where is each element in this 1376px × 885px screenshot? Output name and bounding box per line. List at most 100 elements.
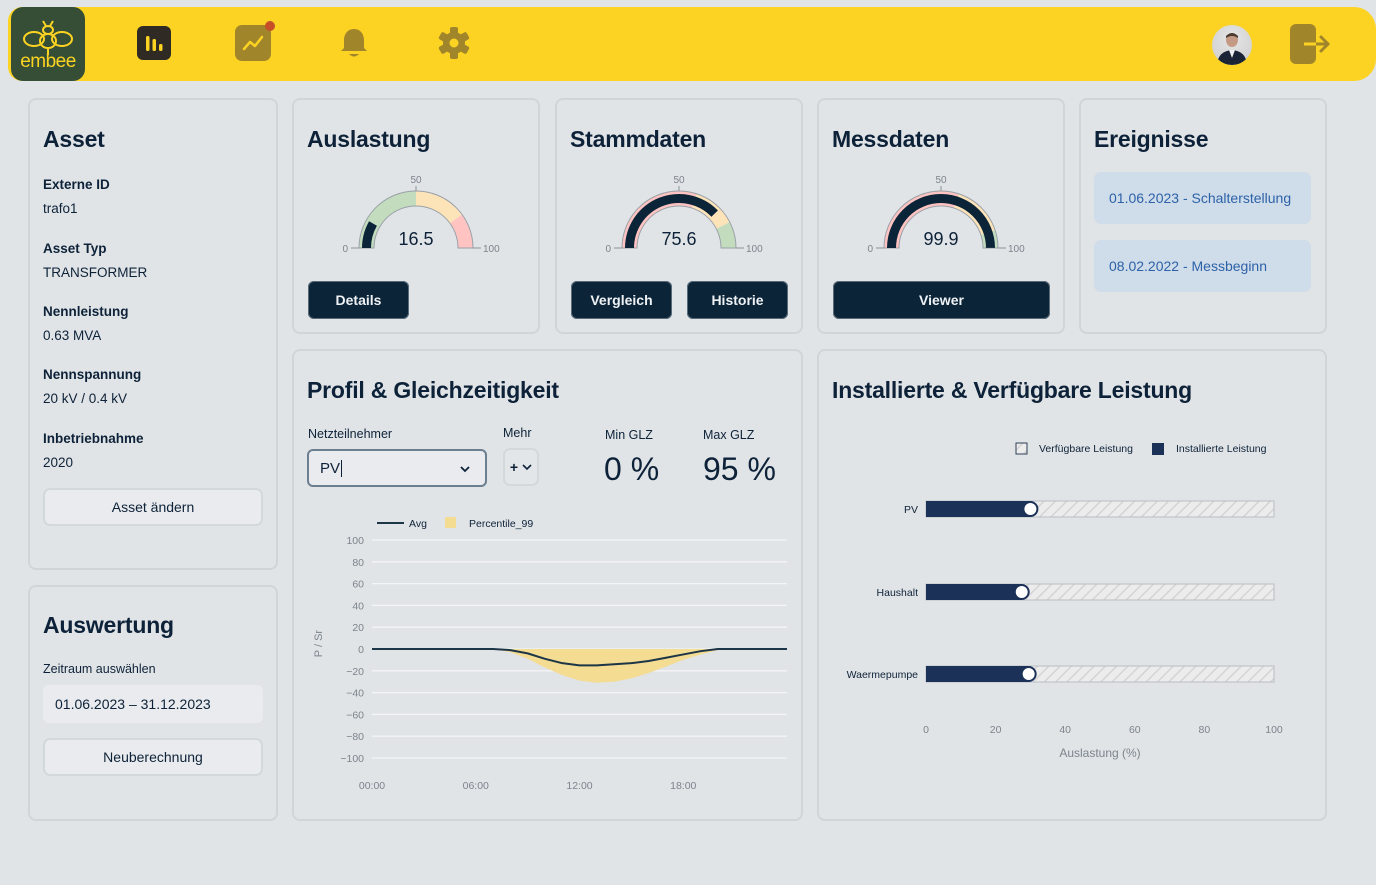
y-tick-label: −100 <box>340 753 364 765</box>
bee-icon <box>23 20 73 55</box>
asset-edit-button[interactable]: Asset ändern <box>43 488 263 526</box>
gauge-min-label: 0 <box>605 244 611 255</box>
x-tick-label: 18:00 <box>670 780 696 792</box>
category-label: Haushalt <box>877 587 919 599</box>
period-label: Zeitraum auswählen <box>43 662 156 676</box>
field-value-nennleistung: 0.63 MVA <box>43 328 102 343</box>
ereignisse-title: Ereignisse <box>1094 126 1209 152</box>
mehr-dropdown-button[interactable]: + <box>503 448 539 486</box>
gauge-mid-label: 50 <box>410 175 422 186</box>
nav-settings-button[interactable] <box>437 26 471 60</box>
auswertung-card: Auswertung Zeitraum auswählen 01.06.2023… <box>28 585 278 821</box>
installed-bar <box>926 666 1029 682</box>
max-glz-value: 95 % <box>703 451 776 487</box>
asset-title: Asset <box>43 126 105 152</box>
y-tick-label: −40 <box>346 688 364 700</box>
gauge-value-bar <box>362 221 377 248</box>
y-tick-label: −60 <box>346 709 364 721</box>
historie-button[interactable]: Historie <box>687 281 788 319</box>
gauge-max-label: 100 <box>483 244 500 255</box>
field-value-inbetriebnahme: 2020 <box>43 455 74 470</box>
embee-logo[interactable]: embee <box>11 7 85 81</box>
x-tick-label: 06:00 <box>463 780 489 792</box>
auswertung-title: Auswertung <box>43 612 174 638</box>
installed-bar-handle <box>1013 584 1030 600</box>
y-tick-label: −80 <box>346 731 364 743</box>
participant-value: PV <box>320 459 341 477</box>
participant-select[interactable]: PV <box>307 449 487 487</box>
field-label-asset-typ: Asset Typ <box>43 241 107 256</box>
stammdaten-card: Stammdaten 50 0 100 75.6 Vergleich Historie <box>555 98 803 334</box>
legend-available-label: Verfügbare Leistung <box>1039 443 1133 455</box>
nav-dashboard-button[interactable] <box>137 26 171 60</box>
gauge-value-text: 16.5 <box>398 229 433 249</box>
avg-line <box>372 648 787 667</box>
gauge-min-label: 0 <box>342 244 348 255</box>
profile-chart: Avg Percentile_99 100 80 60 40 20 0 −20 −40 −60 −80… <box>313 517 787 792</box>
legend-installed-label: Installierte Leistung <box>1176 443 1267 455</box>
y-tick-label: 20 <box>352 622 364 634</box>
installed-bar-handle <box>1020 666 1037 682</box>
gear-icon <box>438 27 470 59</box>
field-label-externe-id: Externe ID <box>43 177 110 192</box>
installed-bar-handle <box>1022 501 1039 517</box>
messdaten-title: Messdaten <box>832 126 950 152</box>
text-cursor <box>341 459 343 477</box>
mehr-label: Mehr <box>503 426 532 440</box>
user-photo-icon <box>1217 33 1247 65</box>
nav-notifications-button[interactable] <box>337 26 371 60</box>
asset-card: Asset Externe ID trafo1 Asset Typ TRANSF… <box>28 98 278 570</box>
x-tick-label: 100 <box>1265 724 1283 736</box>
nav-analytics-button[interactable] <box>235 21 275 61</box>
x-tick-label: 12:00 <box>566 780 592 792</box>
plus-icon: + <box>509 459 519 475</box>
vergleich-button[interactable]: Vergleich <box>571 281 672 319</box>
y-tick-label: 60 <box>352 579 364 591</box>
logout-icon <box>1290 24 1330 64</box>
period-date-range-input[interactable]: 01.06.2023 – 31.12.2023 <box>43 685 263 723</box>
gauge-mid-label: 50 <box>673 175 685 186</box>
details-button[interactable]: Details <box>308 281 409 319</box>
auslastung-title: Auslastung <box>307 126 431 152</box>
leistung-chart: Verfügbare Leistung Installierte Leistung… <box>847 442 1283 760</box>
field-value-asset-typ: TRANSFORMER <box>43 265 148 280</box>
gauge-value-text: 75.6 <box>661 229 696 249</box>
x-tick-label: 40 <box>1059 724 1071 736</box>
gauge-outline <box>621 190 737 249</box>
min-glz-value: 0 % <box>604 451 660 487</box>
x-tick-label: 80 <box>1199 724 1211 736</box>
event-item[interactable]: 08.02.2022 - Messbeginn <box>1094 240 1311 292</box>
auslastung-card: Auslastung 50 0 100 16.5 Details <box>292 98 540 334</box>
gauge-band <box>449 214 473 248</box>
gauge-value-bar <box>887 193 995 248</box>
recalculate-button[interactable]: Neuberechnung <box>43 738 263 776</box>
legend-p99-label: Percentile_99 <box>469 518 533 530</box>
trend-chart-icon <box>235 21 275 61</box>
gauge-band <box>622 191 697 248</box>
legend-available-swatch <box>1015 442 1028 455</box>
event-item[interactable]: 01.06.2023 - Schalterstellung <box>1094 172 1311 224</box>
gauge-mid-label: 50 <box>935 175 947 186</box>
logout-button[interactable] <box>1290 24 1334 66</box>
gauge-outline <box>883 190 999 249</box>
x-tick-label: 0 <box>923 724 929 736</box>
gauge-outline <box>358 190 474 249</box>
user-avatar[interactable] <box>1212 25 1252 65</box>
gauge-band <box>416 191 463 224</box>
x-axis-label: Auslastung (%) <box>1059 746 1140 760</box>
max-glz-label: Max GLZ <box>703 428 755 442</box>
leistung-title: Installierte & Verfügbare Leistung <box>832 377 1193 403</box>
gauge-band <box>884 191 959 248</box>
messdaten-gauge: 50 0 100 99.9 <box>867 175 1025 255</box>
category-label: Waermepumpe <box>847 669 919 681</box>
bar-chart-icon <box>137 26 171 60</box>
category-label: PV <box>904 504 918 516</box>
viewer-button[interactable]: Viewer <box>833 281 1050 319</box>
legend-installed-swatch <box>1152 443 1164 455</box>
legend-avg-label: Avg <box>409 518 427 530</box>
participant-label: Netzteilnehmer <box>308 427 393 441</box>
gauge-min-label: 0 <box>867 244 873 255</box>
ereignisse-card: Ereignisse 01.06.2023 - Schalterstellung… <box>1079 98 1327 334</box>
y-tick-label: 40 <box>352 600 364 612</box>
chevron-down-icon <box>460 466 470 473</box>
